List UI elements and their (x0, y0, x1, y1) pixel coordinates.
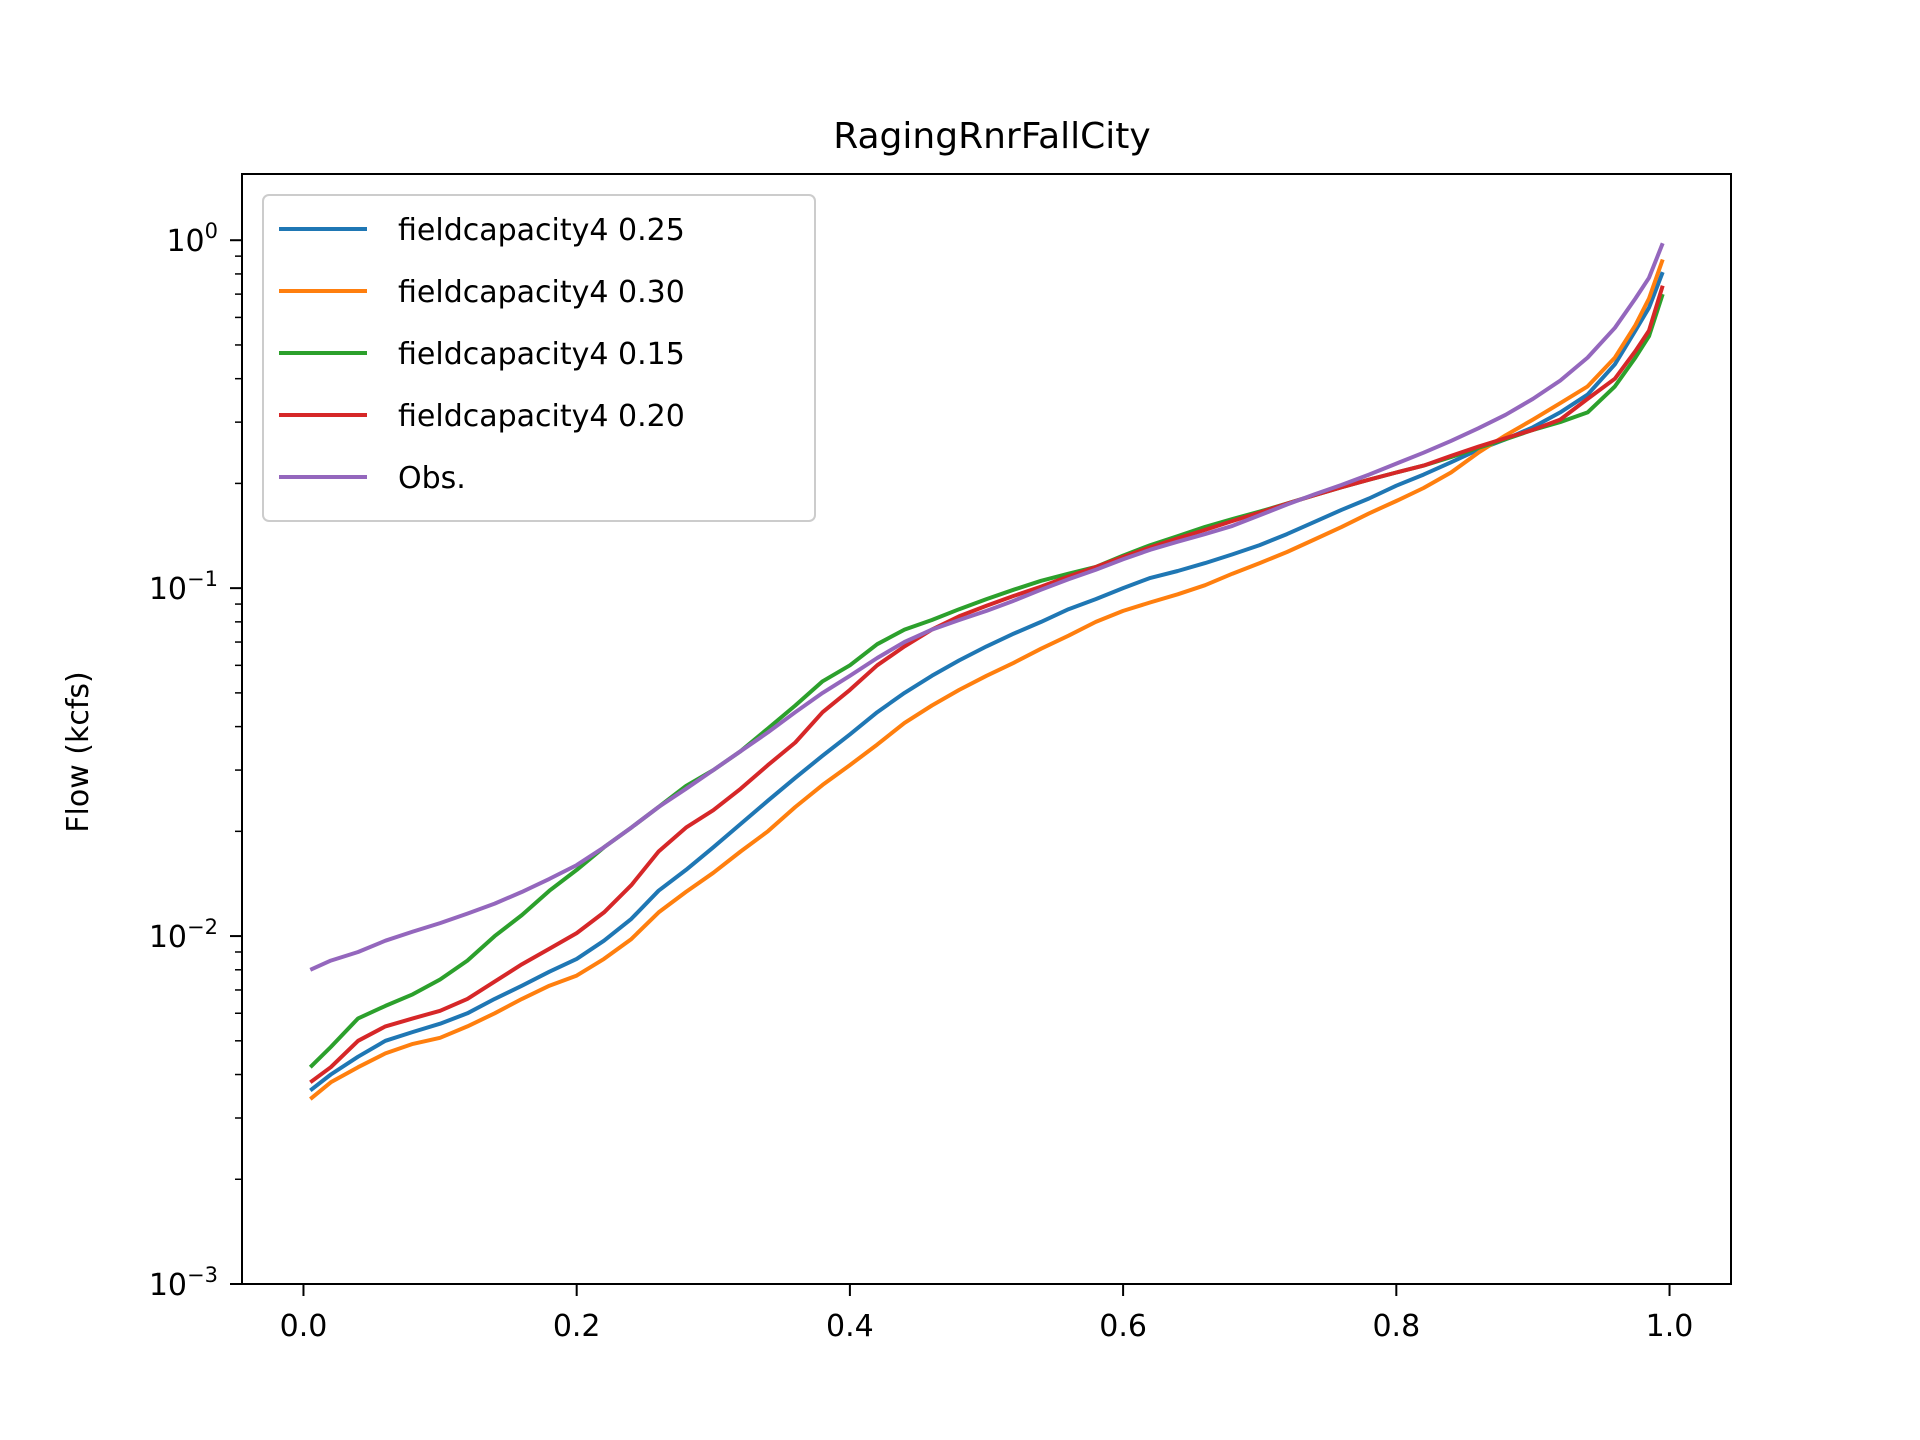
legend: fieldcapacity4 0.25 fieldcapacity4 0.30 fi… (262, 194, 816, 522)
x-tick-label: 0.8 (1372, 1309, 1420, 1344)
y-tick-label: 100 (166, 219, 218, 259)
legend-box (262, 194, 816, 522)
y-tick-label: 10−1 (149, 567, 218, 607)
legend-label-1: fieldcapacity4 0.25 (398, 213, 685, 248)
x-tick-label: 0.6 (1099, 1309, 1147, 1344)
series-line-4 (309, 285, 1665, 1084)
series-layer (308, 242, 1665, 1101)
x-tick-label: 0.4 (826, 1309, 874, 1344)
y-tick-label: 10−3 (149, 1263, 218, 1303)
ticks-layer: 0.0 0.2 0.4 0.6 0.8 1.0 10−3 10−2 10−1 100 (149, 219, 1694, 1344)
series-line-1 (309, 271, 1665, 1092)
legend-label-5: Obs. (398, 461, 466, 496)
legend-label-4: fieldcapacity4 0.20 (398, 399, 685, 434)
series-line-2 (309, 258, 1665, 1101)
legend-label-2: fieldcapacity4 0.30 (398, 275, 685, 310)
plot-frame (241, 173, 1732, 1285)
x-tick-label: 0.0 (280, 1309, 328, 1344)
chart-title: RagingRnrFallCity (833, 116, 1150, 157)
y-axis-label: Flow (kcfs) (61, 671, 96, 832)
series-line-5 (309, 242, 1665, 972)
x-tick-label: 1.0 (1646, 1309, 1694, 1344)
legend-label-3: fieldcapacity4 0.15 (398, 337, 685, 372)
y-tick-label: 10−2 (149, 915, 218, 955)
x-tick-label: 0.2 (553, 1309, 601, 1344)
